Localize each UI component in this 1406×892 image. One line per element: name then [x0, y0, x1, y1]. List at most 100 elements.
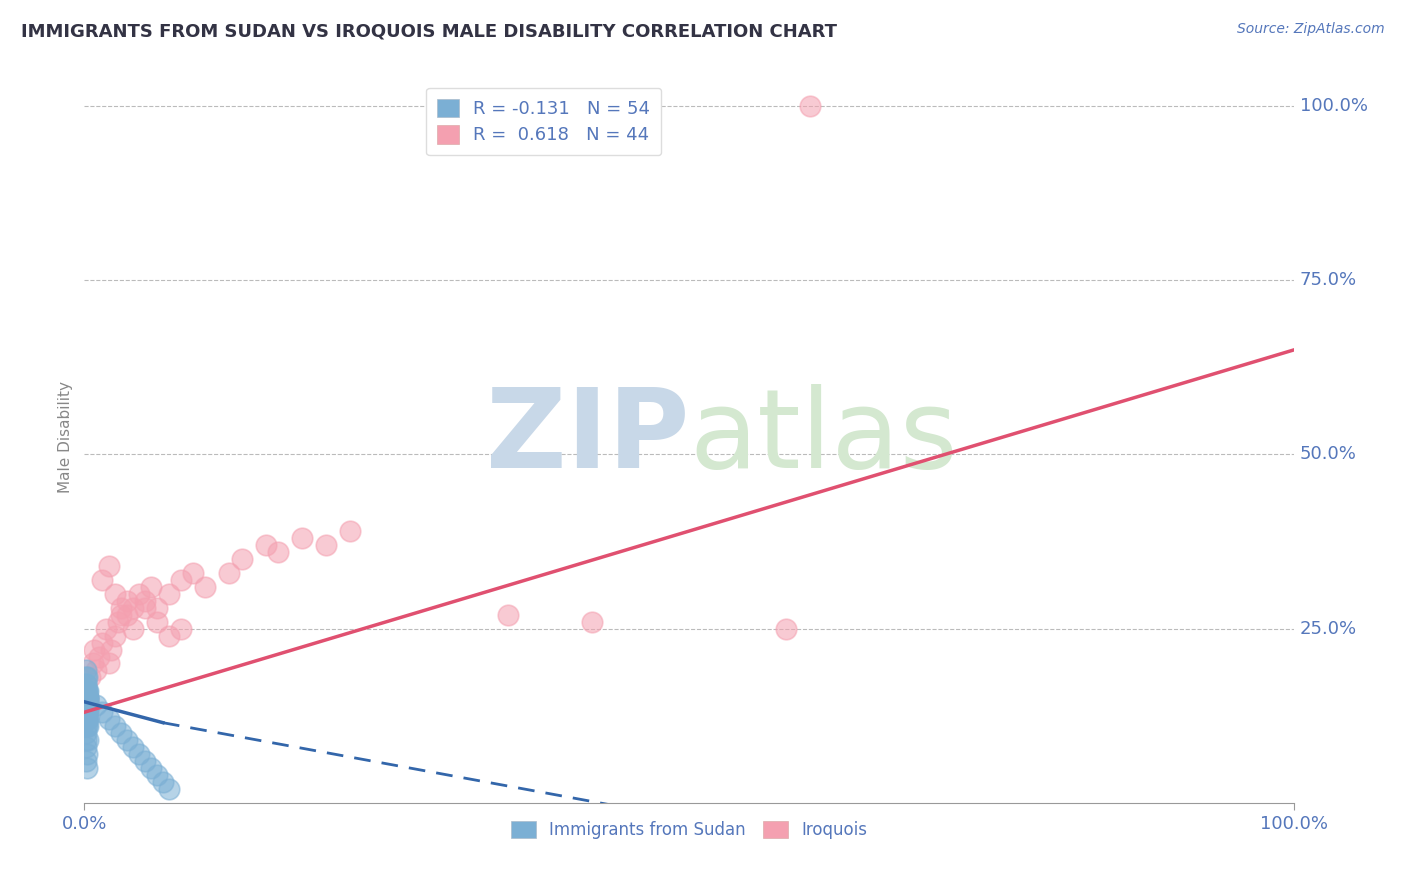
Point — [76, 705, 98, 719]
Point — [775, 622, 797, 636]
Text: 25.0%: 25.0% — [1299, 620, 1357, 638]
Point — [76, 698, 98, 713]
Point — [110, 600, 132, 615]
Text: 100.0%: 100.0% — [1299, 97, 1368, 115]
Point — [97, 712, 120, 726]
Point — [231, 552, 253, 566]
Point — [76, 712, 98, 726]
Point — [104, 719, 127, 733]
Point — [157, 629, 180, 643]
Point — [128, 747, 150, 761]
Point — [77, 691, 100, 706]
Point — [91, 573, 114, 587]
Point — [75, 705, 97, 719]
Point — [76, 670, 98, 684]
Point — [76, 691, 98, 706]
Text: 50.0%: 50.0% — [1299, 445, 1357, 464]
Point — [115, 607, 138, 622]
Point — [77, 712, 100, 726]
Point — [146, 615, 169, 629]
Point — [76, 684, 98, 698]
Point — [121, 600, 143, 615]
Point — [77, 719, 100, 733]
Point — [94, 622, 117, 636]
Text: ZIP: ZIP — [485, 384, 689, 491]
Point — [75, 712, 97, 726]
Point — [157, 587, 180, 601]
Point — [157, 781, 180, 796]
Point — [76, 698, 98, 713]
Point — [75, 740, 97, 755]
Point — [91, 635, 114, 649]
Point — [146, 768, 169, 782]
Text: IMMIGRANTS FROM SUDAN VS IROQUOIS MALE DISABILITY CORRELATION CHART: IMMIGRANTS FROM SUDAN VS IROQUOIS MALE D… — [21, 22, 837, 40]
Text: 75.0%: 75.0% — [1299, 271, 1357, 289]
Point — [128, 587, 150, 601]
Point — [82, 657, 104, 671]
Point — [77, 698, 100, 713]
Text: Source: ZipAtlas.com: Source: ZipAtlas.com — [1237, 22, 1385, 37]
Point — [218, 566, 240, 580]
Point — [79, 670, 101, 684]
Point — [121, 740, 143, 755]
Text: atlas: atlas — [689, 384, 957, 491]
Point — [170, 622, 193, 636]
Point — [77, 705, 100, 719]
Point — [76, 761, 98, 775]
Point — [75, 754, 97, 768]
Point — [75, 733, 97, 747]
Point — [75, 705, 97, 719]
Point — [254, 538, 277, 552]
Point — [291, 531, 314, 545]
Point — [104, 629, 127, 643]
Point — [77, 684, 100, 698]
Point — [77, 691, 100, 706]
Point — [76, 712, 98, 726]
Point — [75, 726, 97, 740]
Point — [75, 684, 97, 698]
Point — [339, 524, 361, 538]
Point — [97, 558, 120, 573]
Point — [76, 684, 98, 698]
Point — [76, 705, 98, 719]
Point — [139, 580, 162, 594]
Point — [86, 698, 108, 713]
Point — [75, 670, 97, 684]
Point — [75, 691, 97, 706]
Point — [107, 615, 129, 629]
Point — [134, 754, 156, 768]
Point — [194, 580, 217, 594]
Point — [77, 691, 100, 706]
Point — [170, 573, 193, 587]
Point — [110, 607, 132, 622]
Point — [75, 677, 97, 691]
Point — [75, 712, 97, 726]
Point — [91, 705, 114, 719]
Point — [581, 615, 603, 629]
Point — [139, 761, 162, 775]
Point — [152, 775, 174, 789]
Point — [86, 664, 108, 678]
Point — [75, 677, 97, 691]
Point — [76, 691, 98, 706]
Point — [134, 600, 156, 615]
Point — [83, 642, 105, 657]
Point — [76, 747, 98, 761]
Legend: Immigrants from Sudan, Iroquois: Immigrants from Sudan, Iroquois — [505, 814, 873, 846]
Point — [799, 99, 821, 113]
Point — [76, 698, 98, 713]
Point — [121, 622, 143, 636]
Point — [76, 719, 98, 733]
Point — [115, 733, 138, 747]
Point — [75, 719, 97, 733]
Point — [146, 600, 169, 615]
Y-axis label: Male Disability: Male Disability — [58, 381, 73, 493]
Point — [181, 566, 204, 580]
Point — [75, 698, 97, 713]
Point — [496, 607, 519, 622]
Point — [134, 594, 156, 608]
Point — [315, 538, 337, 552]
Point — [77, 733, 100, 747]
Point — [110, 726, 132, 740]
Point — [87, 649, 110, 664]
